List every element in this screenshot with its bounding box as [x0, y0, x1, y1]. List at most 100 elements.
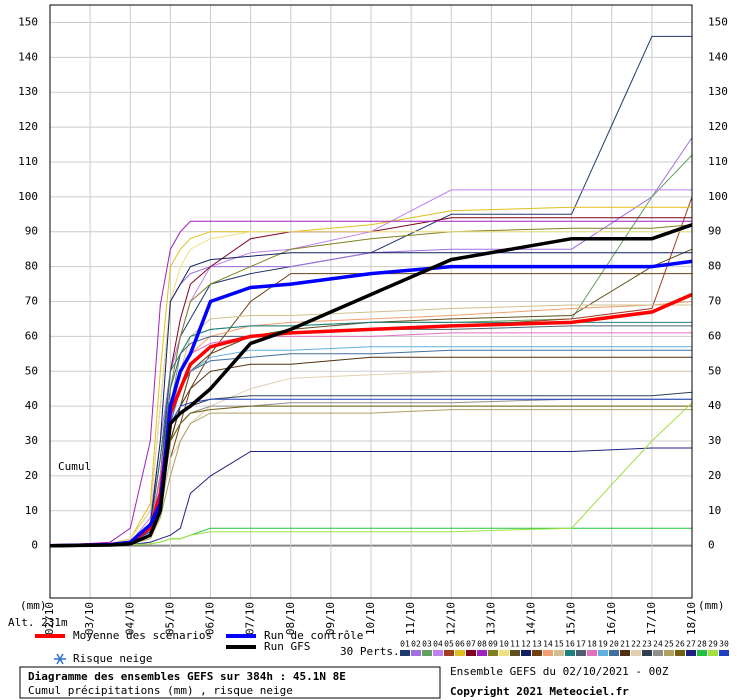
- y-tick-label: 0: [708, 539, 715, 552]
- y-tick-label: 20: [25, 469, 38, 482]
- perturbation-swatch: [400, 650, 410, 656]
- y-tick-label: 80: [708, 260, 721, 273]
- perturbation-swatch: [719, 650, 729, 656]
- perturbation-swatch: [444, 650, 454, 656]
- y-tick-label: 100: [708, 190, 728, 203]
- y-unit: (mm): [698, 599, 725, 612]
- perturbation-label: 12: [521, 640, 531, 649]
- legend-label: Run GFS: [264, 640, 310, 653]
- perturbation-label: 19: [598, 640, 608, 649]
- perturbation-swatch: [510, 650, 520, 656]
- x-tick-label: 14/10: [525, 602, 538, 635]
- perturbation-swatch: [631, 650, 641, 656]
- perturbation-swatch: [554, 650, 564, 656]
- perturbation-label: 13: [532, 640, 542, 649]
- annotation: Cumul: [58, 460, 91, 473]
- perturbation-label: 16: [565, 640, 575, 649]
- perturbation-swatch: [499, 650, 509, 656]
- perturbation-label: 27: [686, 640, 696, 649]
- y-tick-label: 50: [25, 364, 38, 377]
- series-line: [49, 220, 692, 547]
- perturbation-swatch: [532, 650, 542, 656]
- y-tick-label: 90: [25, 225, 38, 238]
- y-tick-label: 110: [708, 155, 728, 168]
- perturbation-label: 10: [499, 640, 509, 649]
- perturbation-swatch: [488, 650, 498, 656]
- x-tick-label: 06/10: [204, 602, 217, 635]
- copyright: Copyright 2021 Meteociel.fr: [450, 685, 629, 698]
- perturbation-swatch: [411, 650, 421, 656]
- perturbation-label: 17: [576, 640, 586, 649]
- perturbation-swatch: [477, 650, 487, 656]
- y-tick-label: 140: [708, 50, 728, 63]
- perturbation-swatch: [455, 650, 465, 656]
- y-tick-label: 70: [25, 295, 38, 308]
- y-tick-label: 120: [18, 120, 38, 133]
- x-tick-label: 03/10: [83, 602, 96, 635]
- lines: [49, 35, 693, 548]
- x-tick-label: 12/10: [444, 602, 457, 635]
- perturbation-swatch: [521, 650, 531, 656]
- snow-label: Risque neige: [73, 652, 152, 665]
- perturbation-swatch: [664, 650, 674, 656]
- perturbation-label: 09: [488, 640, 498, 649]
- x-tick-label: 08/10: [284, 602, 297, 635]
- perturbation-swatch: [620, 650, 630, 656]
- y-tick-label: 100: [18, 190, 38, 203]
- series-line: [49, 402, 693, 547]
- y-tick-label: 130: [708, 85, 728, 98]
- perturbation-label: 08: [477, 640, 487, 649]
- y-tick-label: 60: [25, 329, 38, 342]
- x-tick-label: 05/10: [163, 602, 176, 635]
- perturbation-label: 24: [653, 640, 663, 649]
- series-line: [49, 259, 693, 548]
- y-tick-label: 70: [708, 295, 721, 308]
- perturbation-swatch: [565, 650, 575, 656]
- perturbation-swatch: [642, 650, 652, 656]
- perturbation-swatch: [598, 650, 608, 656]
- y-tick-label: 10: [708, 504, 721, 517]
- perturbation-swatch: [697, 650, 707, 656]
- perturbation-swatch: [422, 650, 432, 656]
- perturbation-label: 02: [411, 640, 421, 649]
- y-tick-label: 10: [25, 504, 38, 517]
- y-tick-label: 40: [708, 399, 721, 412]
- perturbation-label: 18: [587, 640, 597, 649]
- y-tick-label: 30: [25, 434, 38, 447]
- perturbation-label: 11: [510, 640, 520, 649]
- perturbation-label: 26: [675, 640, 685, 649]
- perturbation-label: 14: [543, 640, 553, 649]
- y-tick-label: 150: [708, 15, 728, 28]
- y-tick-label: 120: [708, 120, 728, 133]
- y-tick-label: 130: [18, 85, 38, 98]
- series-line: [49, 447, 692, 547]
- perturbation-swatch: [576, 650, 586, 656]
- y-tick-label: 90: [708, 225, 721, 238]
- y-tick-label: 140: [18, 50, 38, 63]
- x-tick-label: 16/10: [605, 602, 618, 635]
- x-tick-label: 04/10: [123, 602, 136, 635]
- y-tick-label: 60: [708, 329, 721, 342]
- perturbation-label: 28: [697, 640, 707, 649]
- perturbation-label: 23: [642, 640, 652, 649]
- y-tick-label: 80: [25, 260, 38, 273]
- series-line: [49, 206, 692, 547]
- plot-frame: [49, 4, 693, 599]
- perturbation-swatch: [433, 650, 443, 656]
- chart-subtitle: Cumul précipitations (mm) , risque neige: [28, 684, 293, 697]
- title-box: [19, 666, 441, 699]
- x-tick-label: 18/10: [685, 602, 698, 635]
- y-unit: (mm): [20, 599, 47, 612]
- y-tick-label: 40: [25, 399, 38, 412]
- legend-label: Run de contrôle: [264, 629, 363, 642]
- legend-label: Moyenne des scénarios: [73, 629, 212, 642]
- x-tick-label: 07/10: [244, 602, 257, 635]
- perturbation-label: 07: [466, 640, 476, 649]
- x-tick-label: 02/10: [43, 602, 56, 635]
- y-tick-label: 50: [708, 364, 721, 377]
- run-info: Ensemble GEFS du 02/10/2021 - 00Z: [450, 665, 669, 678]
- y-tick-label: 110: [18, 155, 38, 168]
- series-line: [49, 223, 693, 548]
- perturbation-swatch: [609, 650, 619, 656]
- x-tick-label: 09/10: [324, 602, 337, 635]
